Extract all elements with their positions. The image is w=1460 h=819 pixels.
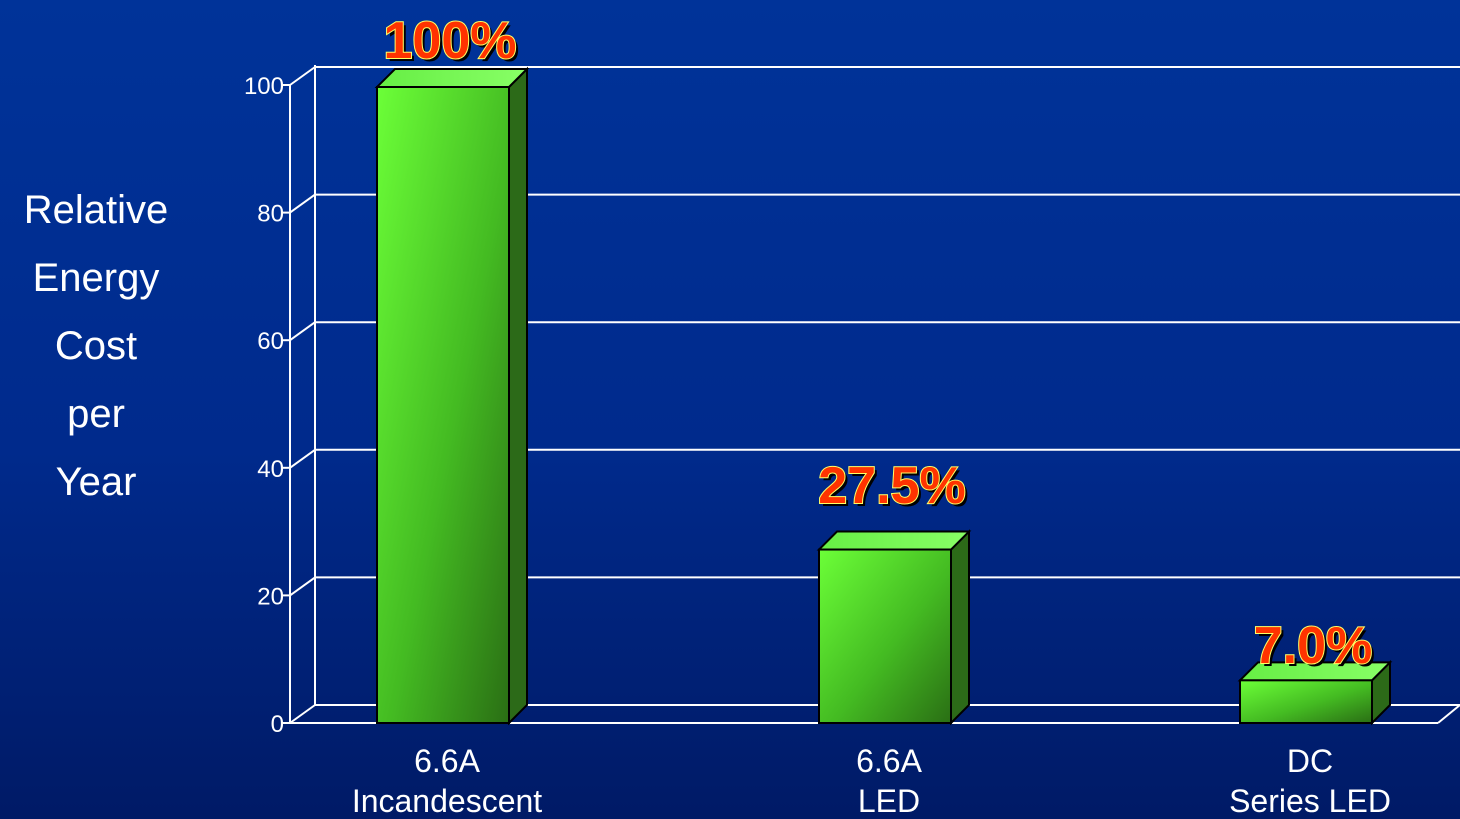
floor-edge (1437, 704, 1460, 724)
y-tick-label: 100 (244, 73, 284, 100)
x-tick-label: LED (858, 783, 920, 819)
bar-front (1239, 679, 1373, 725)
data-label-shadow: 7.0% (1257, 620, 1376, 678)
bar (374, 66, 530, 726)
gridline-wall (289, 704, 316, 724)
x-tick-label: 6.6A (414, 743, 480, 779)
x-tick-label: DC (1287, 743, 1333, 779)
data-label: 27.5% (818, 457, 965, 515)
y-axis-label-line: per (67, 392, 125, 436)
y-axis-label: Relative Energy Cost per Year (0, 190, 192, 530)
bar-front (376, 86, 510, 724)
y-tick-label: 40 (257, 456, 284, 483)
data-label: 100% (384, 12, 517, 70)
y-axis-label-line: Cost (54, 324, 138, 368)
bar-side (950, 529, 970, 726)
x-tick-label: Series LED (1229, 783, 1391, 819)
y-axis-label-line: Energy (32, 256, 160, 300)
y-tick-label: 60 (257, 328, 284, 355)
x-tick-label: Incandescent (352, 783, 542, 819)
y-tick-label: 0 (271, 711, 284, 738)
gridline-wall (289, 66, 316, 86)
gridline-wall (289, 448, 316, 469)
bar (1237, 659, 1393, 726)
x-tick-label: 6.6A (856, 743, 922, 779)
bar-top (816, 530, 972, 551)
bar (816, 529, 972, 726)
gridline-wall (289, 321, 316, 342)
data-label: 7.0% (1254, 617, 1373, 675)
gridline-wall (289, 193, 316, 214)
data-label-shadow: 100% (387, 15, 520, 73)
gridline-wall (289, 576, 316, 597)
bar-front (818, 548, 952, 724)
y-axis-label-line: Relative (23, 188, 169, 232)
bar-side (508, 66, 528, 726)
data-label-shadow: 27.5% (821, 460, 968, 518)
y-tick-label: 80 (257, 201, 284, 228)
y-tick-label: 20 (257, 583, 284, 610)
y-axis-label-line: Year (55, 460, 137, 504)
